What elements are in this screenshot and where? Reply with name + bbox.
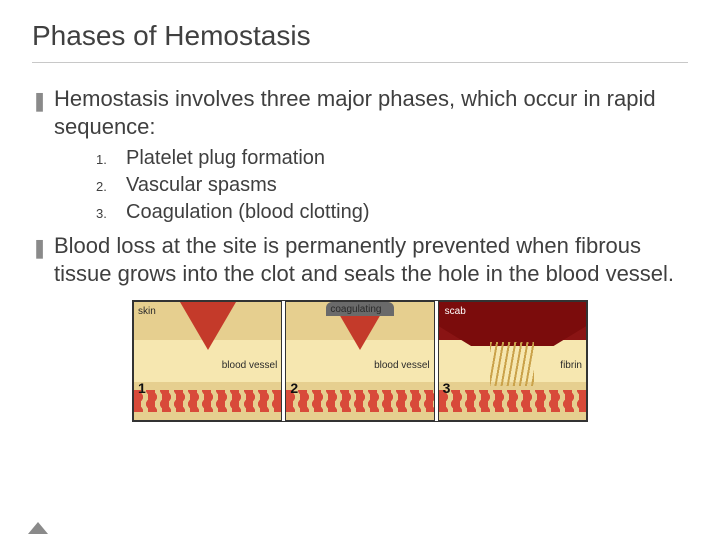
label-skin: skin xyxy=(138,306,156,317)
figure-panel-2: coagulating blood vessel 2 xyxy=(285,301,434,421)
list-item: 1. Platelet plug formation xyxy=(96,147,688,170)
list-number: 1. xyxy=(96,152,126,167)
vessel-layer xyxy=(439,382,586,420)
vessel-layer xyxy=(286,382,433,420)
slide: Phases of Hemostasis ❚ Hemostasis involv… xyxy=(0,0,720,422)
next-arrow-icon xyxy=(28,522,48,534)
figure-panel-1: skin blood vessel 1 xyxy=(133,301,282,421)
panel-number: 1 xyxy=(138,380,146,396)
list-text: Coagulation (blood clotting) xyxy=(126,201,370,224)
figure: skin blood vessel 1 coagulating blood ve… xyxy=(132,300,588,422)
bullet-glyph-icon: ❚ xyxy=(32,232,54,262)
list-item: 2. Vascular spasms xyxy=(96,174,688,197)
bullet-glyph-icon: ❚ xyxy=(32,85,54,115)
label-fibrin: fibrin xyxy=(560,360,582,371)
list-text: Vascular spasms xyxy=(126,174,277,197)
list-item: 3. Coagulation (blood clotting) xyxy=(96,201,688,224)
bullet-text: Hemostasis involves three major phases, … xyxy=(54,85,688,141)
label-coagulating: coagulating xyxy=(330,304,381,315)
list-number: 3. xyxy=(96,206,126,221)
fibrin-icon xyxy=(490,342,534,386)
list-text: Platelet plug formation xyxy=(126,147,325,170)
figure-panels: skin blood vessel 1 coagulating blood ve… xyxy=(132,300,588,422)
list-number: 2. xyxy=(96,179,126,194)
label-blood-vessel: blood vessel xyxy=(222,360,278,371)
blood-cells-icon xyxy=(134,390,281,412)
bullet-item: ❚ Blood loss at the site is permanently … xyxy=(32,232,688,288)
panel-number: 3 xyxy=(443,380,451,396)
blood-cells-icon xyxy=(286,390,433,412)
bullet-text: Blood loss at the site is permanently pr… xyxy=(54,232,688,288)
panel-number: 2 xyxy=(290,380,298,396)
wound-icon xyxy=(180,302,236,350)
numbered-list: 1. Platelet plug formation 2. Vascular s… xyxy=(96,147,688,224)
vessel-layer xyxy=(134,382,281,420)
label-blood-vessel: blood vessel xyxy=(374,360,430,371)
blood-cells-icon xyxy=(439,390,586,412)
slide-title: Phases of Hemostasis xyxy=(32,20,688,63)
figure-panel-3: scab fibrin 3 xyxy=(438,301,587,421)
label-scab: scab xyxy=(445,306,466,317)
bullet-item: ❚ Hemostasis involves three major phases… xyxy=(32,85,688,141)
